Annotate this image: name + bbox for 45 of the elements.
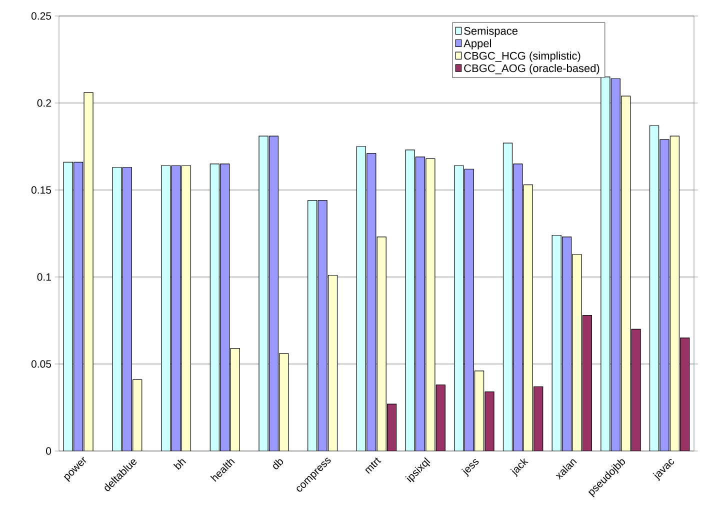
bar: [523, 184, 533, 451]
bar: [132, 379, 142, 451]
bar: [552, 234, 562, 451]
bar: [415, 156, 426, 451]
bar: [279, 353, 289, 451]
bar: [534, 386, 544, 451]
bar: [268, 136, 279, 451]
x-tick-label: mtrt: [365, 458, 382, 474]
bar: [670, 136, 680, 451]
bar: [464, 168, 474, 451]
bar: [649, 125, 660, 451]
bar: [328, 274, 338, 451]
bar: [621, 96, 631, 451]
bar: [376, 236, 386, 451]
legend-label: Semispace: [464, 26, 518, 37]
bar: [122, 167, 132, 451]
bar: [436, 384, 446, 451]
y-tick-label: 0: [46, 447, 52, 455]
bar: [562, 236, 572, 451]
bar: [63, 162, 73, 451]
x-tick-label: db: [273, 459, 284, 470]
y-tick-label: 0.1: [37, 273, 51, 281]
bar: [366, 153, 376, 451]
bar: [582, 314, 592, 451]
bar: [308, 200, 318, 451]
bar: [182, 166, 191, 451]
bar: [474, 370, 484, 451]
bar: [680, 338, 690, 451]
bar: [356, 146, 366, 451]
bar: [210, 164, 220, 451]
y-tick-label: 0.15: [31, 186, 52, 194]
y-tick-label: 0.25: [31, 12, 52, 20]
bar: [454, 165, 464, 451]
y-tick-label: 0.2: [37, 99, 51, 107]
bar: [387, 404, 397, 451]
y-tick-label: 0.05: [31, 360, 52, 368]
bar: [502, 142, 513, 451]
bar: [161, 165, 171, 451]
bar: [74, 162, 84, 451]
legend-label: CBGC_HCG (simplistic): [464, 52, 580, 62]
legend-label: CBGC_AOG (oracle-based): [464, 64, 600, 74]
x-tick-label: bh: [173, 459, 186, 470]
bar: [610, 78, 620, 451]
legend-label: Appel: [464, 39, 491, 50]
bar: [220, 164, 230, 451]
